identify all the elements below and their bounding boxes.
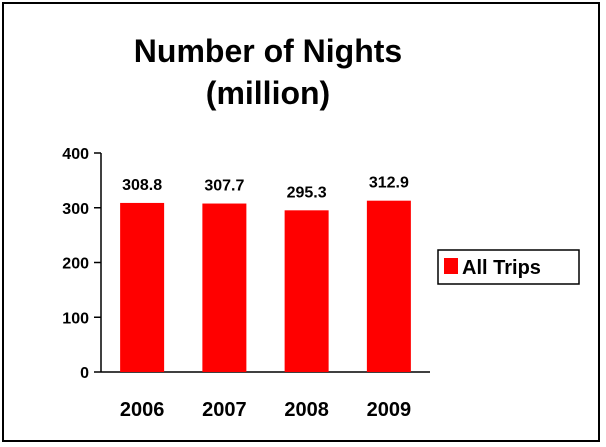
x-axis-categories: 2006 2007 2008 2009 (120, 399, 411, 421)
bar-value-labels: 308.8 307.7 295.3 312.9 (122, 175, 409, 202)
y-tick-label-0: 0 (80, 365, 89, 382)
legend: All Trips (437, 249, 580, 285)
x-category-label-2009: 2009 (367, 399, 412, 421)
legend-swatch-all-trips (444, 258, 458, 274)
y-tick-label-200: 200 (62, 256, 89, 273)
y-tick-label-100: 100 (62, 310, 89, 327)
legend-label-all-trips: All Trips (462, 257, 541, 279)
chart-title-line-2: (million) (206, 75, 330, 111)
y-axis-ticks: 0 100 200 300 400 (62, 146, 101, 382)
bar-2006 (120, 202, 165, 372)
x-category-label-2006: 2006 (120, 399, 165, 421)
y-tick-label-400: 400 (62, 146, 89, 163)
y-tick-label-300: 300 (62, 201, 89, 218)
bar-2008 (284, 210, 329, 372)
bar-2009 (366, 200, 411, 372)
value-label-2009: 312.9 (369, 175, 409, 192)
x-category-label-2008: 2008 (284, 399, 329, 421)
value-label-2008: 295.3 (287, 184, 327, 201)
value-label-2006: 308.8 (122, 177, 162, 194)
x-category-label-2007: 2007 (202, 399, 247, 421)
chart-title-line-1: Number of Nights (134, 33, 402, 69)
bar-2007 (202, 203, 247, 372)
bar-series-all-trips (120, 200, 411, 372)
legend-box (437, 249, 580, 285)
value-label-2007: 307.7 (204, 178, 244, 195)
